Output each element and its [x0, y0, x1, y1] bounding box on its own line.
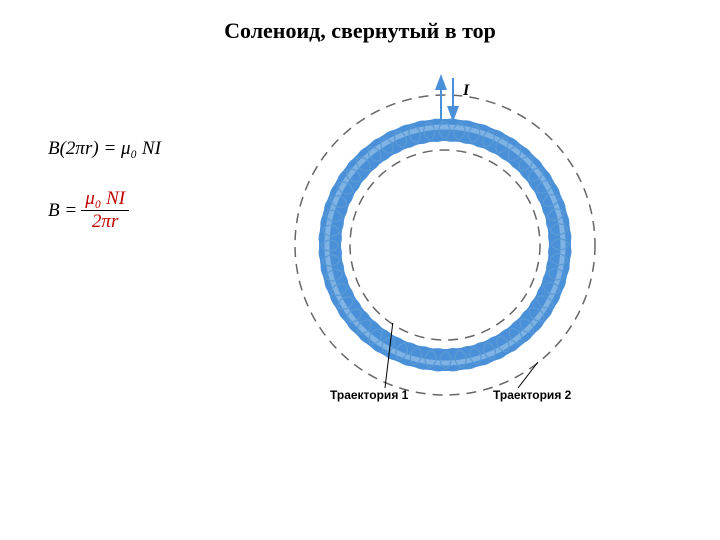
formula1-lhs: B(2πr) [48, 138, 99, 159]
current-label: I [463, 82, 469, 100]
path1-label: Траектория 1 [330, 388, 408, 402]
toroid-diagram: I Траектория 1 Траектория 2 [280, 70, 610, 420]
formula1-rhs: = μ₀ NI [99, 138, 161, 159]
toroid-svg [280, 70, 610, 420]
fraction-denominator: 2πr [88, 211, 122, 233]
fraction-numerator: μ₀ NI [81, 188, 129, 211]
path2-label: Траектория 2 [493, 388, 571, 402]
formula2-lhs: B = [48, 200, 77, 222]
formula-2: B = μ₀ NI 2πr [48, 188, 161, 233]
page-title: Соленоид, свернутый в тор [0, 18, 720, 44]
formula-block: B(2πr) = μ₀ NI B = μ₀ NI 2πr [48, 138, 161, 233]
formula-1: B(2πr) = μ₀ NI [48, 138, 161, 160]
fraction: μ₀ NI 2πr [81, 188, 129, 233]
